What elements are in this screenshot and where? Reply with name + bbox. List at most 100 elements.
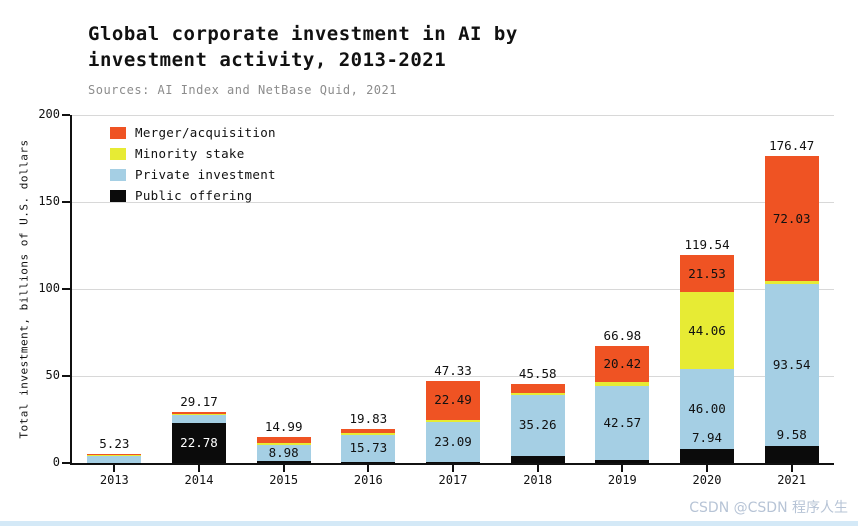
bar-segment-merger [256,436,311,444]
bottom-strip [0,521,858,526]
y-tick-label-100: 100 [38,281,60,295]
bar-group-2018: 45.58 35.26 [495,115,580,463]
bar-2014: 22.78 [172,412,226,463]
bar-segment-private [510,394,565,457]
bar-total-label: 14.99 [264,418,303,434]
gridline-100 [72,288,834,290]
bar-segment-minority [680,292,735,370]
bar-segment-minority [172,413,226,415]
x-tick-2021 [790,465,793,472]
y-tick-150 [62,201,70,203]
bar-segment-merger [172,412,226,414]
bar-segment-public [172,423,226,463]
legend-item-minority: Minority stake [110,146,276,161]
bar-segment-minority [256,443,311,446]
bar-segment-minority [426,419,481,422]
bar-segment-public [595,460,650,463]
x-axis-label-2014: 2014 [184,473,214,487]
y-tick-50 [62,375,70,377]
x-axis-label-2017: 2017 [438,473,468,487]
y-tick-label-0: 0 [52,455,60,469]
bar-segment-public [510,456,565,463]
bar-segment-merger [595,346,650,382]
bar-total-label: 176.47 [769,137,815,153]
y-tick-200 [62,114,70,116]
bar-2017: 22.49 23.09 [426,380,481,463]
bar-segment-public [426,462,481,463]
bar-segment-private [595,386,650,461]
bar-group-2019: 66.98 20.42 42.57 [580,115,665,463]
bar-2013 [87,453,142,463]
y-tick-label-50: 50 [45,368,60,382]
bar-segment-merger [680,255,735,293]
bar-segment-minority [595,381,650,387]
bar-segment-private [426,421,481,463]
bar-segment-private [341,434,396,462]
bar-2015: 8.98 [256,436,311,463]
bar-segment-private [87,455,142,463]
legend-label-public: Public offering [135,188,253,203]
bar-group-2020: 119.54 21.53 44.06 46.00 7.94 [665,115,750,463]
x-tick-2020 [706,465,708,472]
x-axis-label-2013: 2013 [99,473,129,487]
bar-segment-private [172,415,226,424]
bar-segment-merger [426,380,481,420]
legend-item-private: Private investment [110,167,276,182]
bar-total-label: 47.33 [434,362,472,378]
bar-group-2013: 5.23 [72,115,157,463]
bar-2018: 35.26 [510,383,565,463]
private-swatch-icon [110,168,126,181]
bar-segment-public [256,460,311,463]
gridline-50 [72,375,834,377]
bar-segment-minority [764,281,819,284]
bar-total-label: 45.58 [518,365,557,381]
bar-total-label: 19.83 [349,410,388,426]
x-tick-2015 [282,465,285,472]
bar-group-2021: 176.47 72.03 93.54 9.58 [749,115,834,463]
watermark: CSDN @CSDN 程序人生 [689,500,848,516]
gridline-150 [72,201,834,203]
bar-2020: 21.53 44.06 46.00 7.94 [680,255,735,463]
y-tick-0 [62,462,70,464]
bar-2016: 15.73 [341,428,396,464]
bar-segment-merger [87,453,142,456]
x-tick-2019 [621,465,624,472]
x-tick-2014 [198,465,200,472]
x-axis-label-2018: 2018 [523,473,553,487]
bar-total-label: 5.23 [99,435,130,451]
bar-group-2016: 19.83 15.73 [326,115,411,463]
bar-segment-minority [510,392,565,395]
bar-2021: 72.03 93.54 9.58 [764,155,819,463]
y-tick-label-150: 150 [38,194,60,208]
x-tick-2017 [452,465,454,472]
bar-total-label: 119.54 [684,237,730,253]
bar-segment-public [764,446,819,463]
y-tick-100 [62,288,70,290]
bar-segment-private [680,369,735,450]
public-swatch-icon [110,189,126,202]
x-axis-label-2021: 2021 [777,473,807,487]
x-tick-2013 [113,465,116,472]
bar-total-label: 29.17 [180,394,218,410]
plot-area: 0 50 100 150 200 5.23 29.17 22.78 14.99 8.98 19.8… [38,107,834,487]
gridline-200 [72,114,834,116]
y-tick-label-200: 200 [38,107,60,121]
bar-segment-public [341,461,396,463]
legend-label-minority: Minority stake [135,146,245,161]
x-axis-label-2015: 2015 [269,473,299,487]
x-axis-label-2020: 2020 [692,473,722,487]
chart-title: Global corporate investment in AI by inv… [88,23,518,71]
x-tick-2016 [367,465,370,472]
bar-segment-private [764,283,819,447]
bar-group-2017: 47.33 22.49 23.09 [411,115,496,463]
bar-total-label: 66.98 [603,328,642,344]
x-axis-label-2016: 2016 [353,473,383,487]
x-axis-label-2019: 2019 [607,473,637,487]
chart-subtitle: Sources: AI Index and NetBase Quid, 2021 [88,83,397,97]
bar-segment-private [256,445,311,461]
x-tick-2018 [536,465,539,472]
bar-2019: 20.42 42.57 [595,346,650,463]
legend-item-merger: Merger/acquisition [110,125,276,140]
legend: Merger/acquisition Minority stake Private … [110,125,276,209]
